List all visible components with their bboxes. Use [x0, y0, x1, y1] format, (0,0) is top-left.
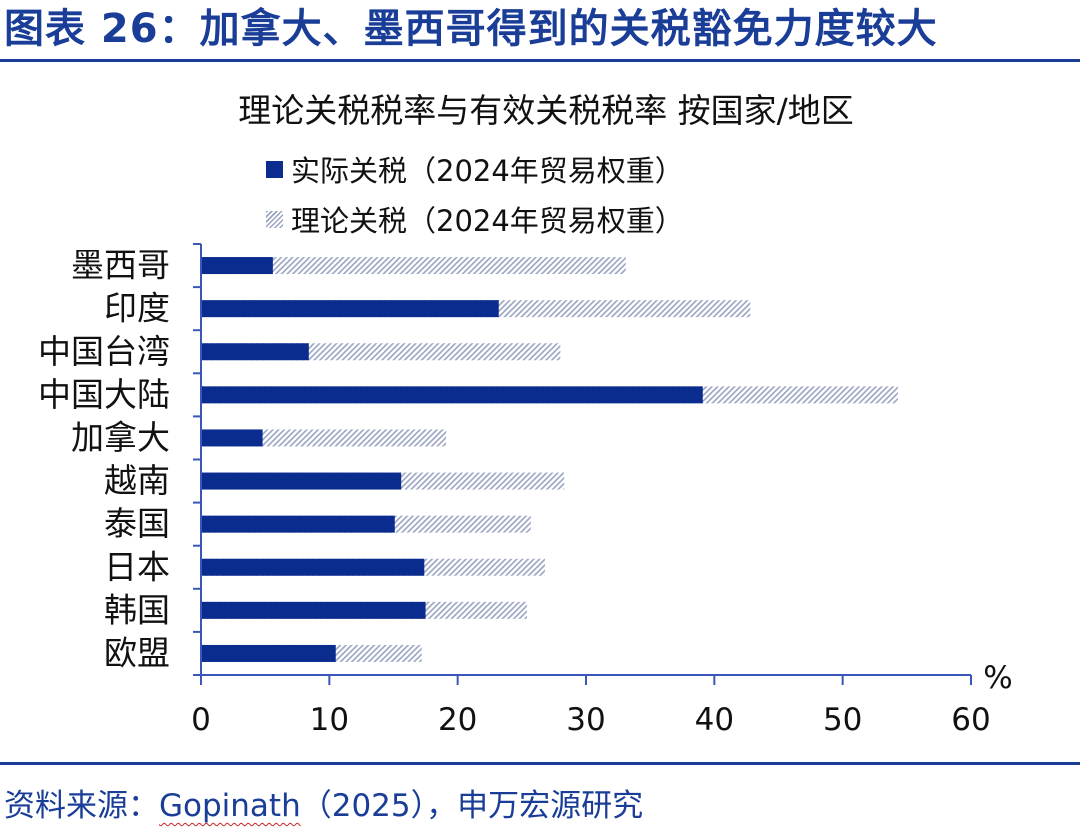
category-label: 欧盟	[104, 633, 170, 672]
x-tick-label: 60	[951, 702, 990, 738]
x-tick-label: 10	[310, 702, 349, 738]
category-label: 墨西哥	[71, 246, 170, 285]
legend-swatch-actual	[266, 160, 283, 178]
legend-item-actual: 实际关税（2024年贸易权重）	[266, 144, 684, 194]
source-prefix: 资料来源：	[4, 788, 159, 824]
category-label: 中国台湾	[38, 332, 170, 371]
source-note: 资料来源：Gopinath（2025），申万宏源研究	[4, 780, 643, 825]
category-label: 印度	[104, 289, 170, 328]
x-tick-label: 40	[695, 702, 734, 738]
footer-rule	[0, 762, 1080, 765]
category-label: 加拿大	[71, 418, 170, 457]
bar-actual-5	[201, 472, 402, 490]
chart-legend: 实际关税（2024年贸易权重） 理论关税（2024年贸易权重）	[266, 144, 684, 244]
legend-swatch-theoretical	[266, 210, 283, 228]
x-tick-label: 20	[438, 702, 477, 738]
x-tick-label: 30	[566, 702, 605, 738]
bar-actual-9	[201, 644, 336, 662]
bar-actual-8	[201, 601, 426, 619]
chart-title: 理论关税税率与有效关税税率 按国家/地区	[238, 91, 854, 130]
bar-actual-3	[201, 386, 703, 404]
bar-actual-7	[201, 558, 425, 576]
category-label: 泰国	[104, 504, 170, 543]
x-tick-label: 50	[823, 702, 862, 738]
category-label: 韩国	[104, 590, 170, 629]
legend-label-actual: 实际关税（2024年贸易权重）	[291, 154, 684, 188]
source-suffix: （2025），申万宏源研究	[300, 788, 644, 824]
bar-actual-1	[201, 300, 499, 318]
figure-title: 图表 26：加拿大、墨西哥得到的关税豁免力度较大	[4, 6, 938, 52]
figure-header: 图表 26：加拿大、墨西哥得到的关税豁免力度较大	[0, 0, 1080, 62]
category-label: 中国大陆	[38, 375, 170, 414]
bar-actual-0	[201, 257, 273, 275]
bar-actual-6	[201, 515, 395, 533]
bar-theoretical-0	[201, 257, 626, 275]
source-author: Gopinath	[159, 788, 301, 824]
x-tick-label: 0	[191, 702, 211, 738]
category-label: 日本	[104, 547, 170, 586]
bar-actual-2	[201, 343, 309, 361]
legend-item-theoretical: 理论关税（2024年贸易权重）	[266, 194, 684, 244]
legend-label-theoretical: 理论关税（2024年贸易权重）	[291, 204, 684, 238]
bar-actual-4	[201, 429, 263, 447]
category-label: 越南	[104, 461, 170, 500]
x-unit-label: %	[983, 660, 1012, 696]
header-rule	[0, 59, 1080, 62]
